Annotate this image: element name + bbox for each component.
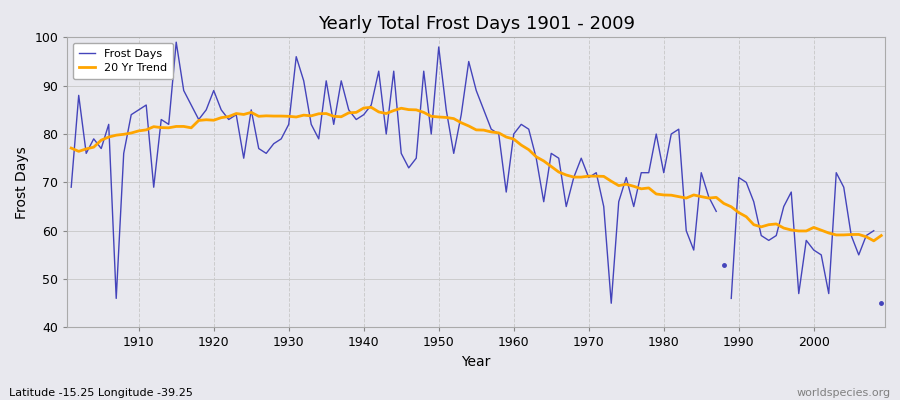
Frost Days bbox=[291, 54, 302, 59]
Title: Yearly Total Frost Days 1901 - 2009: Yearly Total Frost Days 1901 - 2009 bbox=[318, 15, 634, 33]
Legend: Frost Days, 20 Yr Trend: Frost Days, 20 Yr Trend bbox=[73, 43, 173, 79]
Text: worldspecies.org: worldspecies.org bbox=[796, 388, 891, 398]
Frost Days bbox=[598, 204, 609, 209]
Frost Days bbox=[66, 185, 77, 190]
Y-axis label: Frost Days: Frost Days bbox=[15, 146, 29, 219]
20 Yr Trend bbox=[66, 146, 77, 150]
20 Yr Trend bbox=[508, 137, 519, 142]
20 Yr Trend bbox=[126, 131, 137, 136]
Text: Latitude -15.25 Longitude -39.25: Latitude -15.25 Longitude -39.25 bbox=[9, 388, 193, 398]
Frost Days bbox=[500, 190, 511, 194]
20 Yr Trend bbox=[336, 114, 346, 119]
20 Yr Trend bbox=[868, 238, 879, 243]
X-axis label: Year: Year bbox=[462, 355, 490, 369]
20 Yr Trend bbox=[606, 179, 616, 184]
Frost Days bbox=[336, 78, 346, 83]
20 Yr Trend bbox=[516, 143, 526, 148]
20 Yr Trend bbox=[876, 233, 886, 238]
Line: 20 Yr Trend: 20 Yr Trend bbox=[71, 107, 881, 241]
20 Yr Trend bbox=[291, 114, 302, 119]
Frost Days bbox=[508, 132, 519, 136]
Line: Frost Days: Frost Days bbox=[71, 42, 874, 303]
Frost Days bbox=[126, 112, 137, 117]
20 Yr Trend bbox=[365, 105, 376, 110]
